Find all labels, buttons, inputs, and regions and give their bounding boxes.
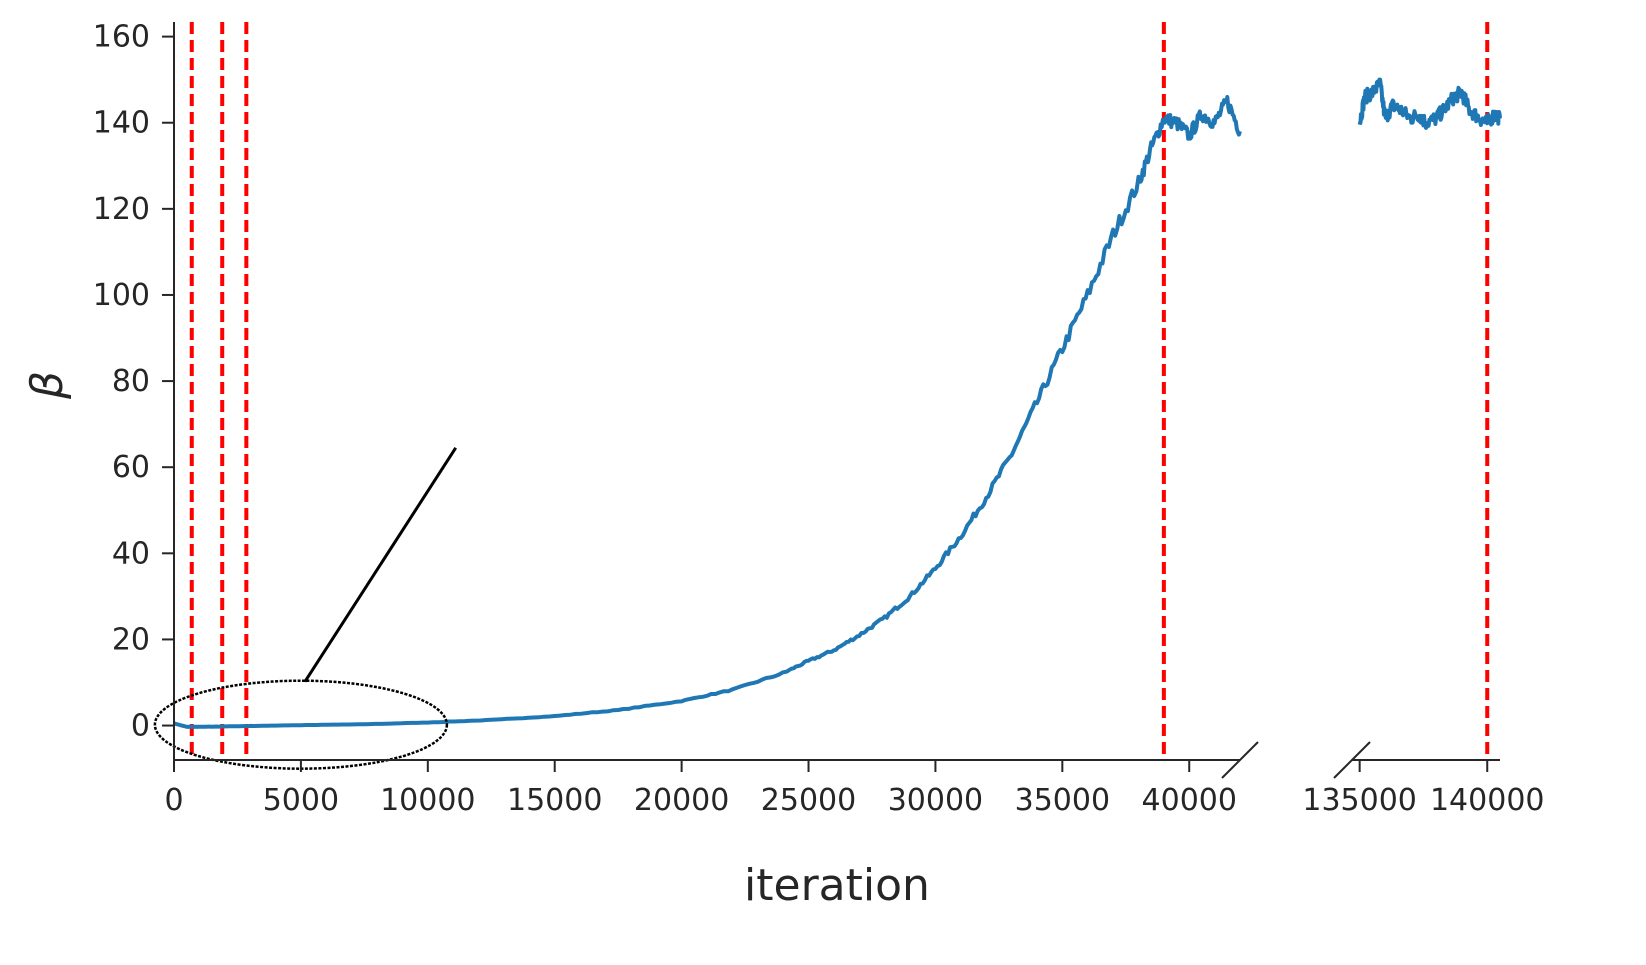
x-tick-label-0-6: 30000: [888, 783, 983, 818]
plot-area: [153, 22, 1502, 770]
x-tick-label-0-0: 0: [164, 783, 183, 818]
x-tick-label-1-0: 135000: [1302, 783, 1417, 818]
series-line-1: [1357, 77, 1502, 130]
y-axis-label: β: [22, 371, 73, 400]
x-tick-label-0-3: 15000: [507, 783, 602, 818]
vertical-marker-lines: [189, 22, 1490, 760]
y-tick-label-0: 0: [131, 709, 150, 744]
x-tick-label-1-1: 140000: [1430, 783, 1545, 818]
y-tick-label-3: 60: [112, 450, 150, 485]
y-tick-label-7: 140: [93, 106, 150, 141]
series-line-0: [173, 95, 1242, 729]
y-tick-label-2: 40: [112, 536, 150, 571]
y-tick-label-4: 80: [112, 364, 150, 399]
x-axis-label: iteration: [744, 860, 930, 911]
x-tick-label-0-4: 20000: [634, 783, 729, 818]
y-tick-label-5: 100: [93, 278, 150, 313]
x-tick-label-0-2: 10000: [380, 783, 475, 818]
x-tick-label-0-1: 5000: [263, 783, 339, 818]
data-series: [173, 77, 1502, 729]
zoom-annotation: [153, 447, 457, 770]
zoom-pointer-line: [303, 447, 457, 683]
axis-break-mark-left: [1221, 741, 1259, 779]
x-tick-label-0-7: 35000: [1015, 783, 1110, 818]
x-tick-label-0-8: 40000: [1142, 783, 1237, 818]
x-tick-label-0-5: 25000: [761, 783, 856, 818]
axes: 0 20 40 60 80 100 120 140 160 0 5000 10000 15000 2000…: [93, 20, 1545, 818]
y-tick-label-8: 160: [93, 20, 150, 55]
axis-break-mark-right: [1333, 741, 1371, 779]
y-tick-label-6: 120: [93, 192, 150, 227]
y-tick-label-1: 20: [112, 622, 150, 657]
